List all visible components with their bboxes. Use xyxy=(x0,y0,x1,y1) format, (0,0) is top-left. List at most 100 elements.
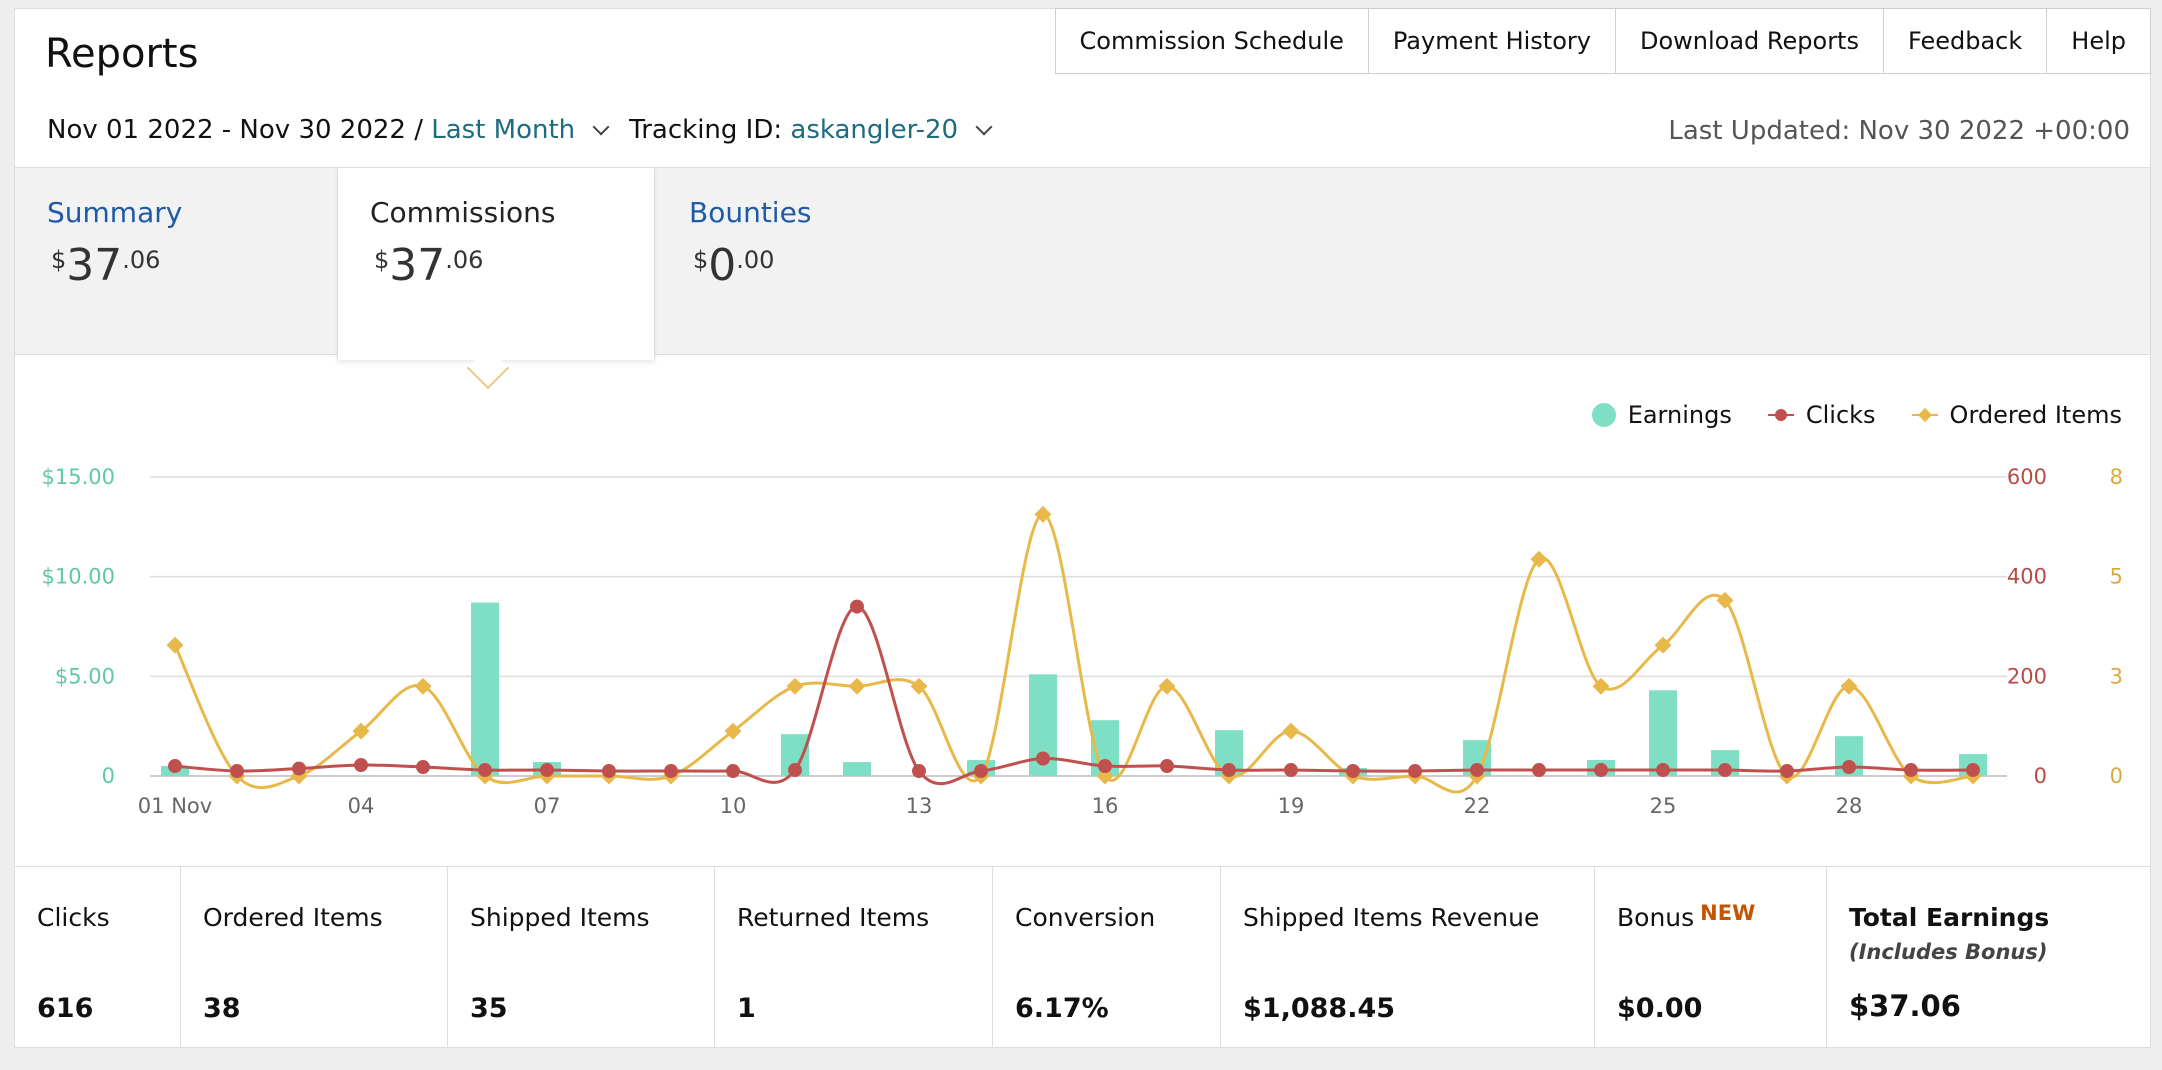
tab-bounties[interactable]: Bounties $0.00 xyxy=(657,168,957,354)
legend-earnings-label: Earnings xyxy=(1627,401,1732,429)
ordered-items-point[interactable] xyxy=(1096,767,1114,785)
earnings-bar[interactable] xyxy=(843,762,871,776)
clicks-point[interactable] xyxy=(726,764,740,779)
clicks-point[interactable] xyxy=(602,764,616,779)
x-tick-label: 22 xyxy=(1464,794,1491,818)
clicks-point[interactable] xyxy=(1594,763,1608,778)
clicks-point[interactable] xyxy=(1160,759,1174,774)
filters-bar: Nov 01 2022 - Nov 30 2022 / Last Month T… xyxy=(47,115,1012,145)
x-tick-label: 16 xyxy=(1092,794,1119,818)
stat-bonus-value: $0.00 xyxy=(1617,993,1703,1024)
y-right-clicks-tick-label: 600 xyxy=(2007,465,2047,489)
y-left-tick-label: 0 xyxy=(102,764,115,788)
ordered-items-point[interactable] xyxy=(1282,722,1300,740)
legend-earnings[interactable]: Earnings xyxy=(1591,401,1732,429)
stat-ordered-items-value: 38 xyxy=(203,993,241,1024)
ordered-items-point[interactable] xyxy=(1840,677,1858,695)
stat-ordered-items: Ordered Items 38 xyxy=(180,867,447,1048)
nav-help[interactable]: Help xyxy=(2046,9,2150,73)
clicks-line-icon xyxy=(1767,406,1794,424)
clicks-point[interactable] xyxy=(1718,763,1732,778)
stat-shipped-revenue: Shipped Items Revenue $1,088.45 xyxy=(1220,867,1594,1048)
stat-clicks-value: 616 xyxy=(37,993,94,1024)
earnings-bar[interactable] xyxy=(471,602,499,776)
clicks-point[interactable] xyxy=(1842,760,1856,775)
clicks-point[interactable] xyxy=(354,758,368,773)
clicks-point[interactable] xyxy=(1036,751,1050,766)
y-right-items-tick-label: 0 xyxy=(2110,764,2123,788)
ordered-items-point[interactable] xyxy=(786,677,804,695)
earnings-bar[interactable] xyxy=(1649,690,1677,776)
nav-download-reports[interactable]: Download Reports xyxy=(1614,9,1883,73)
ordered-items-point[interactable] xyxy=(1716,591,1734,609)
ordered-items-point[interactable] xyxy=(352,722,370,740)
ordered-items-point[interactable] xyxy=(910,677,928,695)
x-tick-label: 13 xyxy=(906,794,933,818)
clicks-point[interactable] xyxy=(1408,764,1422,779)
x-tick-label: 25 xyxy=(1650,794,1677,818)
stat-returned-items: Returned Items 1 xyxy=(714,867,992,1048)
clicks-point[interactable] xyxy=(478,763,492,778)
clicks-point[interactable] xyxy=(1966,763,1980,778)
y-left-tick-label: $15.00 xyxy=(42,465,115,489)
y-left-tick-label: $5.00 xyxy=(55,664,115,688)
x-tick-label: 28 xyxy=(1836,794,1863,818)
ordered-items-point[interactable] xyxy=(1654,636,1672,654)
y-right-items-tick-label: 8 xyxy=(2110,465,2123,489)
clicks-point[interactable] xyxy=(540,763,554,778)
ordered-items-line xyxy=(173,512,1974,794)
tab-bounties-label[interactable]: Bounties xyxy=(689,196,812,229)
nav-payment-history[interactable]: Payment History xyxy=(1367,9,1615,73)
clicks-point[interactable] xyxy=(230,764,244,779)
period-dropdown[interactable]: Last Month xyxy=(431,115,576,145)
clicks-point[interactable] xyxy=(1098,759,1112,774)
clicks-point[interactable] xyxy=(850,599,864,614)
stat-ordered-items-label: Ordered Items xyxy=(203,903,383,932)
clicks-point[interactable] xyxy=(1346,764,1360,779)
clicks-point[interactable] xyxy=(1284,763,1298,778)
ordered-items-point[interactable] xyxy=(848,677,866,695)
y-left-tick-label: $10.00 xyxy=(42,565,115,589)
stat-shipped-items: Shipped Items 35 xyxy=(447,867,714,1048)
nav-feedback[interactable]: Feedback xyxy=(1882,9,2046,73)
x-tick-label: 04 xyxy=(348,794,375,818)
clicks-point[interactable] xyxy=(1904,763,1918,778)
period-chevron-down-icon[interactable] xyxy=(592,118,610,136)
clicks-point[interactable] xyxy=(974,764,988,779)
clicks-point[interactable] xyxy=(1656,763,1670,778)
clicks-point[interactable] xyxy=(788,763,802,778)
ordered-items-point[interactable] xyxy=(166,636,184,654)
clicks-point[interactable] xyxy=(1532,763,1546,778)
x-tick-label: 01 Nov xyxy=(138,794,212,818)
clicks-point[interactable] xyxy=(292,761,306,776)
tracking-chevron-down-icon[interactable] xyxy=(975,118,993,136)
x-tick-label: 10 xyxy=(720,794,747,818)
clicks-point[interactable] xyxy=(1780,764,1794,779)
legend-clicks[interactable]: Clicks xyxy=(1767,401,1876,429)
stat-clicks-label: Clicks xyxy=(37,903,110,932)
clicks-point[interactable] xyxy=(1222,763,1236,778)
report-tabs: Summary $37.06 Commissions $37.06 Bounti… xyxy=(15,167,2150,360)
legend-ordered-items[interactable]: Ordered Items xyxy=(1911,401,2122,429)
tab-summary[interactable]: Summary $37.06 xyxy=(15,168,335,354)
stat-total-earnings-value: $37.06 xyxy=(1849,989,1961,1023)
ordered-items-line-icon xyxy=(1911,406,1938,424)
tab-commissions-label[interactable]: Commissions xyxy=(370,196,556,229)
legend-clicks-label: Clicks xyxy=(1805,401,1876,429)
clicks-point[interactable] xyxy=(664,764,678,779)
stat-total-earnings: Total Earnings (Includes Bonus) $37.06 xyxy=(1826,867,2150,1048)
tab-commissions-amount: $37.06 xyxy=(374,240,484,291)
stat-total-earnings-sub: (Includes Bonus) xyxy=(1849,940,2048,964)
clicks-point[interactable] xyxy=(912,764,926,779)
ordered-items-point[interactable] xyxy=(724,722,742,740)
tab-summary-label[interactable]: Summary xyxy=(47,196,183,229)
stat-bonus-label: Bonus NEW xyxy=(1617,901,1756,932)
clicks-point[interactable] xyxy=(1470,763,1484,778)
ordered-items-point[interactable] xyxy=(1158,677,1176,695)
clicks-point[interactable] xyxy=(168,759,182,774)
nav-commission-schedule[interactable]: Commission Schedule xyxy=(1079,27,1344,55)
ordered-items-point[interactable] xyxy=(414,677,432,695)
tracking-id-dropdown[interactable]: askangler-20 xyxy=(790,115,959,145)
clicks-point[interactable] xyxy=(416,760,430,775)
tab-commissions[interactable]: Commissions $37.06 xyxy=(337,168,655,360)
